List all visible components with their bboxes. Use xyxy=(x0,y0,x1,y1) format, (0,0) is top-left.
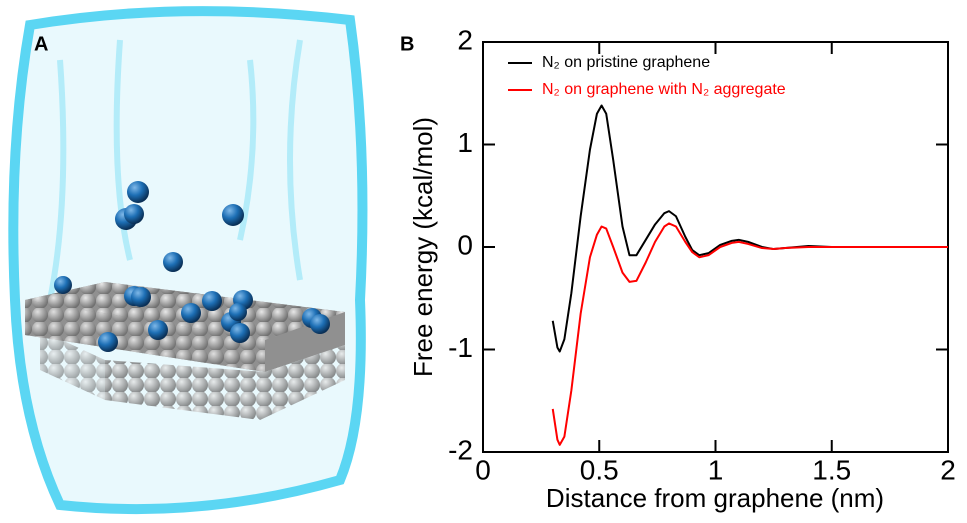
x-tick-label: 2 xyxy=(940,454,956,485)
x-tick-label: 0.5 xyxy=(580,454,619,485)
y-tick-label: 2 xyxy=(457,24,473,55)
y-tick-label: -2 xyxy=(448,434,473,465)
legend-label: N₂ on graphene with N₂ aggregate xyxy=(542,81,786,98)
panel-label: A xyxy=(34,33,48,55)
y-tick-label: -1 xyxy=(448,332,473,363)
y-tick-label: 0 xyxy=(457,229,473,260)
line-series xyxy=(551,104,948,353)
y-tick-label: 1 xyxy=(457,127,473,158)
line-series xyxy=(551,222,948,446)
legend-label: N₂ on pristine graphene xyxy=(542,54,710,71)
y-axis-label: Free energy (kcal/mol) xyxy=(408,117,438,377)
x-tick-label: 0 xyxy=(475,454,491,485)
x-axis-label: Distance from graphene (nm) xyxy=(546,483,884,513)
panel-a-image xyxy=(8,6,368,515)
x-tick-label: 1.5 xyxy=(812,454,851,485)
panel-label: B xyxy=(400,33,414,55)
x-tick-label: 1 xyxy=(708,454,724,485)
